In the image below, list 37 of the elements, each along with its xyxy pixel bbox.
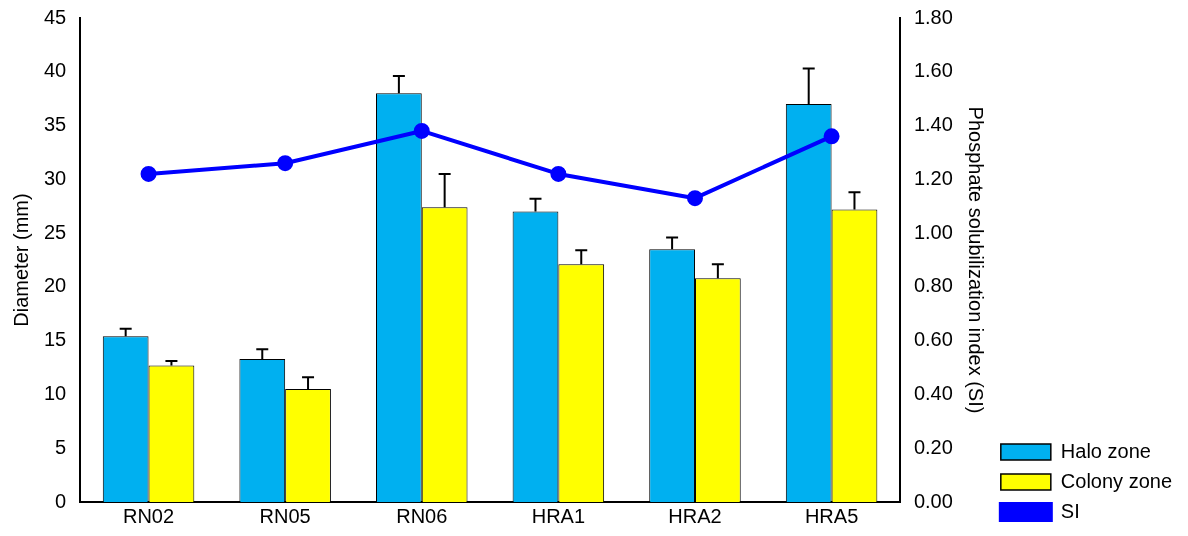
y-tick-label: 45 <box>44 5 67 28</box>
y-tick-label: 35 <box>44 113 67 136</box>
y2-tick-label: 0.60 <box>913 328 953 351</box>
y2-tick-label: 1.80 <box>913 5 953 28</box>
y-tick-label: 5 <box>55 435 67 458</box>
y-tick-label: 25 <box>44 220 67 243</box>
y2-tick-label: 0.40 <box>913 381 953 404</box>
y2-tick-label: 0.80 <box>913 274 953 297</box>
legend-label: Halo zone <box>1060 439 1151 462</box>
x-tick-label: RN06 <box>396 504 448 527</box>
y2-tick-label: 1.00 <box>913 220 953 243</box>
point <box>686 190 703 207</box>
y-tick-label: 10 <box>44 381 67 404</box>
y-tick-label: 40 <box>44 59 67 82</box>
y-tick-label: 15 <box>44 328 67 351</box>
point <box>413 122 430 139</box>
y-tick-label: 0 <box>55 489 67 512</box>
point <box>550 165 567 182</box>
x-tick-label: RN05 <box>259 504 311 527</box>
x-tick-label: RN02 <box>122 504 175 527</box>
point <box>277 155 294 172</box>
y2-tick-label: 1.40 <box>913 113 953 136</box>
x-tick-label: HRA1 <box>531 504 586 527</box>
legend-label: Colony zone <box>1060 469 1173 492</box>
point <box>823 128 840 145</box>
x-tick-label: HRA2 <box>668 504 722 527</box>
y2-tick-label: 0.00 <box>913 489 953 512</box>
y2-tick-label: 1.20 <box>913 166 953 189</box>
y2-tick-label: 1.60 <box>913 59 953 82</box>
x-tick-label: HRA5 <box>804 504 859 527</box>
y2-tick-label: 0.20 <box>913 435 953 458</box>
legend-label: SI <box>1060 499 1080 522</box>
y-tick-label: 20 <box>44 274 67 297</box>
point <box>140 165 157 182</box>
y-axis-title: Diameter (mm) <box>9 193 32 327</box>
y-tick-label: 30 <box>44 166 67 189</box>
y2-axis-title: Phosphate solubilization index (SI) <box>965 106 988 414</box>
